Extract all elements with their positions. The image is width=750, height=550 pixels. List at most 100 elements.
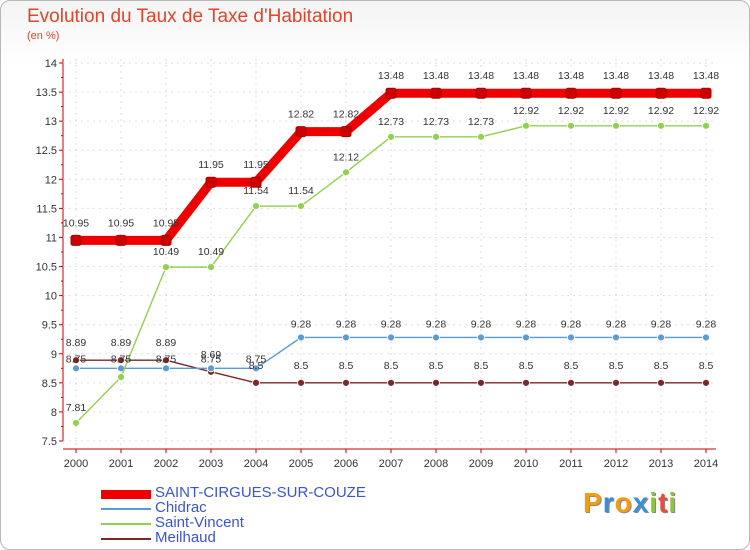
data-point-saint-vincent [342,168,350,177]
x-tick-label: 2005 [289,458,313,470]
x-tick-label: 2002 [154,458,178,470]
data-point-meilhaud [342,378,350,387]
data-label-saint-cirgues-sur-couze: 10.95 [63,217,89,229]
data-label-saint-cirgues-sur-couze: 13.48 [513,70,539,82]
logo-letter: r [602,487,615,518]
y-tick-label: 9 [51,349,57,361]
data-point-chidrac [162,364,170,373]
data-label-chidrac: 9.28 [516,318,537,330]
data-point-meilhaud [702,378,710,387]
y-tick-label: 12.5 [36,145,57,157]
data-point-chidrac [72,364,80,373]
data-point-chidrac [252,364,260,373]
data-label-saint-cirgues-sur-couze: 13.48 [468,70,494,82]
data-point-saint-cirgues-sur-couze [430,87,442,99]
data-point-saint-vincent [612,121,620,130]
data-point-saint-cirgues-sur-couze [70,234,82,246]
data-label-saint-cirgues-sur-couze: 12.82 [333,109,359,121]
data-label-meilhaud: 8.5 [249,360,264,372]
data-label-meilhaud: 8.5 [519,360,534,372]
data-label-chidrac: 8.75 [66,353,87,365]
data-label-saint-cirgues-sur-couze: 13.48 [558,70,584,82]
x-tick-label: 2007 [379,458,403,470]
data-label-saint-vincent: 11.54 [243,185,269,197]
y-tick-label: 12 [45,174,57,186]
data-point-saint-cirgues-sur-couze [160,234,172,246]
data-label-meilhaud: 8.89 [111,337,132,349]
data-point-saint-vincent [567,121,575,130]
legend-label-saint-vincent: Saint-Vincent [155,514,244,531]
data-label-saint-cirgues-sur-couze: 10.95 [153,217,179,229]
data-label-saint-vincent: 12.92 [603,105,629,117]
data-point-saint-cirgues-sur-couze [340,126,352,138]
data-point-chidrac [477,333,485,342]
data-point-saint-cirgues-sur-couze [115,234,127,246]
data-point-meilhaud [387,378,395,387]
data-label-chidrac: 8.75 [156,353,177,365]
data-label-saint-cirgues-sur-couze: 13.48 [423,70,449,82]
data-label-chidrac: 9.28 [696,318,717,330]
data-label-saint-cirgues-sur-couze: 10.95 [108,217,134,229]
x-tick-label: 2012 [604,458,628,470]
y-tick-label: 11.5 [36,203,57,215]
data-label-saint-vincent: 12.73 [468,116,494,128]
data-point-meilhaud [432,378,440,387]
data-point-meilhaud [117,356,125,365]
chart-title: Evolution du Taux de Taxe d'Habitation [27,6,354,27]
data-label-meilhaud: 8.5 [654,360,669,372]
data-point-saint-vincent [162,263,170,272]
logo-letter: o [614,487,633,518]
data-label-chidrac: 9.28 [651,318,672,330]
data-label-chidrac: 9.28 [426,318,447,330]
data-point-meilhaud [657,378,665,387]
data-label-saint-cirgues-sur-couze: 13.48 [693,70,719,82]
legend-label-saint-cirgues: SAINT-CIRGUES-SUR-COUZE [155,484,366,501]
data-label-chidrac: 8.75 [246,353,267,365]
x-tick-label: 2000 [64,458,88,470]
data-point-chidrac [702,333,710,342]
data-label-saint-vincent: 10.49 [198,246,224,258]
logo-letter: P [583,487,603,518]
legend-label-meilhaud: Meilhaud [155,529,216,546]
data-point-saint-vincent [117,373,125,381]
data-label-meilhaud: 8.89 [156,337,177,349]
data-label-saint-vincent: 12.92 [693,105,719,117]
logo-letter: x [632,487,650,518]
data-point-chidrac [387,333,395,342]
data-point-chidrac [657,333,665,342]
data-point-saint-cirgues-sur-couze [700,87,712,99]
data-point-saint-cirgues-sur-couze [655,87,667,99]
data-point-meilhaud [567,378,575,387]
data-point-saint-vincent [432,132,440,141]
y-tick-label: 8.5 [42,378,57,390]
data-label-saint-vincent: 12.12 [333,151,359,163]
data-point-saint-vincent [387,132,395,141]
legend-swatch-meilhaud [101,538,151,540]
data-label-meilhaud: 8.5 [429,360,444,372]
x-tick-label: 2001 [109,458,133,470]
x-tick-label: 2014 [694,458,718,470]
data-label-saint-cirgues-sur-couze: 13.48 [378,70,404,82]
data-label-saint-cirgues-sur-couze: 11.95 [243,159,269,171]
data-label-meilhaud: 8.5 [699,360,714,372]
data-label-chidrac: 9.28 [291,318,312,330]
data-point-saint-cirgues-sur-couze [295,126,307,138]
data-label-chidrac: 9.28 [606,318,627,330]
data-label-meilhaud: 8.5 [564,360,579,372]
data-label-saint-cirgues-sur-couze: 13.48 [603,70,629,82]
data-point-chidrac [522,333,530,342]
x-tick-label: 2004 [244,458,268,470]
y-tick-label: 11 [46,232,57,244]
data-label-meilhaud: 8.89 [66,337,87,349]
data-label-meilhaud: 8.5 [609,360,624,372]
legend-swatch-chidrac [101,508,151,510]
data-point-saint-vincent [72,419,80,427]
data-point-saint-cirgues-sur-couze [475,87,487,99]
y-tick-label: 7.5 [42,436,57,448]
y-tick-label: 10.5 [36,262,57,274]
data-point-saint-vincent [477,132,485,141]
data-label-chidrac: 9.28 [336,318,357,330]
x-tick-label: 2013 [649,458,673,470]
data-label-chidrac: 9.28 [471,318,492,330]
